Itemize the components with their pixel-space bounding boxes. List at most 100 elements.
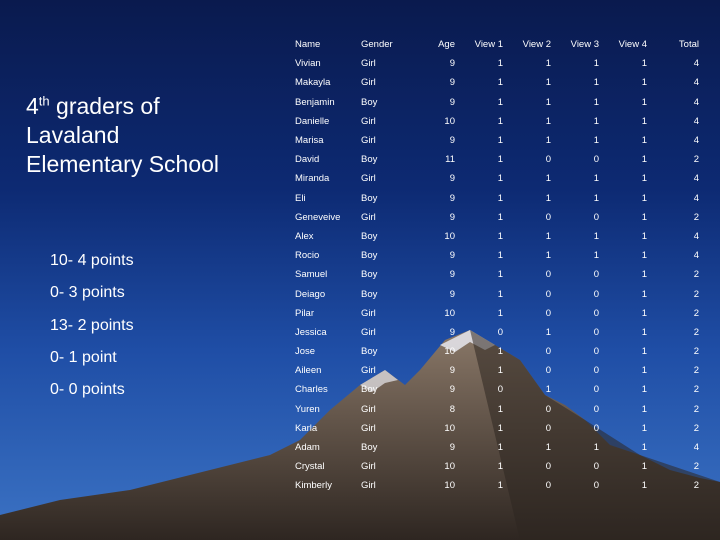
cell-view-1: 1 bbox=[497, 461, 503, 473]
title-line2: Lavaland bbox=[26, 122, 120, 148]
cell-view-1: 1 bbox=[497, 58, 503, 70]
cell-view-1: 1 bbox=[497, 96, 503, 108]
header-view-2: View 2 bbox=[522, 39, 551, 51]
cell-total: 2 bbox=[693, 403, 699, 415]
cell-gender: Girl bbox=[361, 77, 376, 89]
legend-item: 0- 1 point bbox=[50, 348, 117, 366]
cell-total: 4 bbox=[693, 230, 699, 242]
legend-item: 10- 4 points bbox=[50, 252, 134, 269]
table-row: Benjamin Boy 9 1 1 1 1 4 bbox=[290, 93, 699, 112]
cell-gender: Boy bbox=[361, 230, 378, 242]
cell-view-3: 1 bbox=[593, 192, 599, 204]
cell-age: 9 bbox=[449, 288, 455, 300]
table-row: Deiago Boy 9 1 0 0 1 2 bbox=[290, 284, 699, 303]
cell-view-1: 1 bbox=[497, 269, 503, 281]
cell-age: 8 bbox=[449, 403, 455, 415]
cell-view-3: 1 bbox=[593, 77, 599, 89]
cell-view-2: 1 bbox=[545, 250, 551, 262]
cell-age: 10 bbox=[444, 461, 455, 473]
cell-view-1: 1 bbox=[497, 403, 503, 415]
table-row: Alex Boy 10 1 1 1 1 4 bbox=[290, 227, 699, 246]
cell-view-1: 0 bbox=[497, 326, 503, 338]
cell-view-3: 0 bbox=[593, 307, 599, 319]
cell-age: 9 bbox=[449, 211, 455, 223]
cell-total: 2 bbox=[693, 384, 699, 396]
header-view-4: View 4 bbox=[618, 39, 647, 51]
cell-age: 11 bbox=[445, 154, 455, 166]
cell-total: 2 bbox=[693, 326, 699, 338]
cell-age: 10 bbox=[444, 422, 455, 434]
cell-view-2: 1 bbox=[545, 230, 551, 242]
cell-total: 2 bbox=[693, 154, 699, 166]
cell-view-4: 1 bbox=[641, 115, 647, 127]
cell-view-1: 1 bbox=[497, 77, 503, 89]
cell-view-4: 1 bbox=[641, 288, 647, 300]
cell-view-4: 1 bbox=[641, 192, 647, 204]
table-row: David Boy 11 1 0 0 1 2 bbox=[290, 150, 699, 169]
cell-view-1: 1 bbox=[497, 365, 503, 377]
cell-view-2: 0 bbox=[545, 365, 551, 377]
cell-view-2: 0 bbox=[545, 288, 551, 300]
cell-gender: Boy bbox=[361, 154, 378, 166]
cell-name: Danielle bbox=[295, 115, 330, 127]
cell-view-3: 0 bbox=[593, 461, 599, 473]
cell-view-4: 1 bbox=[641, 326, 647, 338]
legend-item: 0- 3 points bbox=[50, 284, 125, 302]
cell-name: Geneveive bbox=[295, 211, 341, 223]
cell-age: 9 bbox=[449, 442, 455, 454]
cell-view-2: 1 bbox=[545, 384, 551, 396]
cell-view-4: 1 bbox=[641, 346, 647, 358]
table-row: Yuren Girl 8 1 0 0 1 2 bbox=[290, 400, 699, 419]
table-row: Aileen Girl 9 1 0 0 1 2 bbox=[290, 361, 699, 380]
cell-name: Samuel bbox=[295, 269, 328, 281]
cell-view-3: 0 bbox=[593, 422, 599, 434]
table-row: Vivian Girl 9 1 1 1 1 4 bbox=[290, 54, 699, 73]
cell-view-3: 0 bbox=[593, 288, 599, 300]
cell-view-2: 0 bbox=[545, 269, 551, 281]
table-row: Adam Boy 9 1 1 1 1 4 bbox=[290, 438, 699, 457]
table-row: Charles Boy 9 0 1 0 1 2 bbox=[290, 380, 699, 399]
cell-gender: Girl bbox=[361, 326, 376, 338]
cell-view-4: 1 bbox=[641, 269, 647, 281]
cell-view-4: 1 bbox=[641, 77, 647, 89]
cell-name: Kimberly bbox=[295, 480, 332, 492]
cell-view-2: 1 bbox=[545, 326, 551, 338]
cell-view-4: 1 bbox=[641, 480, 647, 492]
cell-view-4: 1 bbox=[641, 96, 647, 108]
cell-gender: Boy bbox=[361, 192, 378, 204]
cell-age: 9 bbox=[449, 135, 455, 147]
cell-view-1: 1 bbox=[497, 422, 503, 434]
cell-view-3: 1 bbox=[593, 135, 599, 147]
cell-view-4: 1 bbox=[641, 135, 647, 147]
cell-total: 4 bbox=[693, 115, 699, 127]
cell-gender: Boy bbox=[361, 288, 378, 300]
cell-name: Charles bbox=[295, 384, 328, 396]
cell-total: 4 bbox=[693, 442, 699, 454]
table-row: Jose Boy 10 1 0 0 1 2 bbox=[290, 342, 699, 361]
header-age: Age bbox=[438, 39, 455, 51]
cell-view-2: 0 bbox=[545, 307, 551, 319]
title-line1: 4th graders of bbox=[26, 93, 160, 119]
cell-age: 9 bbox=[449, 77, 455, 89]
cell-gender: Boy bbox=[361, 442, 378, 454]
cell-view-1: 1 bbox=[497, 173, 503, 185]
cell-view-2: 1 bbox=[545, 96, 551, 108]
cell-view-1: 0 bbox=[497, 384, 503, 396]
cell-view-2: 1 bbox=[545, 77, 551, 89]
cell-name: Eli bbox=[295, 192, 306, 204]
cell-name: Alex bbox=[295, 230, 314, 242]
legend-item: 13- 2 points bbox=[50, 316, 134, 334]
table-header-row: Name Gender Age View 1 View 2 View 3 Vie… bbox=[290, 35, 699, 54]
cell-gender: Girl bbox=[361, 365, 376, 377]
cell-view-2: 1 bbox=[545, 173, 551, 185]
cell-gender: Girl bbox=[361, 58, 376, 70]
cell-gender: Girl bbox=[361, 307, 376, 319]
cell-view-4: 1 bbox=[641, 403, 647, 415]
cell-gender: Girl bbox=[361, 480, 376, 492]
cell-view-3: 0 bbox=[593, 384, 599, 396]
cell-view-3: 0 bbox=[593, 365, 599, 377]
cell-view-4: 1 bbox=[641, 384, 647, 396]
cell-view-2: 0 bbox=[545, 422, 551, 434]
title-line3: Elementary School bbox=[26, 151, 220, 177]
